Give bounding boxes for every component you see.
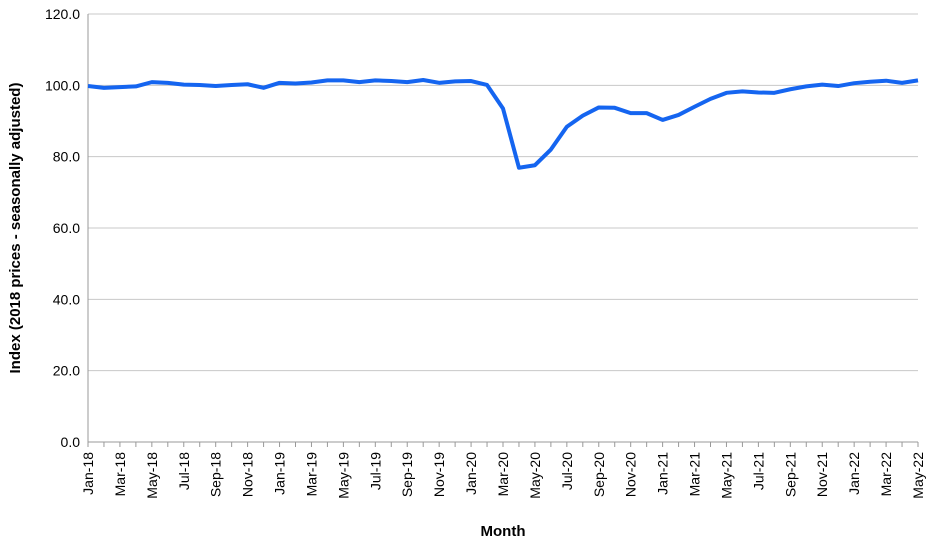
x-tick-label: Jan-20 — [463, 452, 479, 495]
x-tick-label: May-20 — [527, 452, 543, 499]
x-tick-label: Nov-18 — [240, 452, 256, 497]
x-tick-label: Sep-20 — [591, 452, 607, 497]
y-axis-title: Index (2018 prices - seasonally adjusted… — [7, 83, 24, 374]
x-tick-label: Sep-19 — [399, 452, 415, 497]
x-tick-label: Jul-19 — [367, 452, 383, 490]
x-tick-label: May-22 — [910, 452, 926, 499]
x-tick-label: May-19 — [335, 452, 351, 499]
x-tick-label: Jan-18 — [80, 452, 96, 495]
x-tick-label: Nov-19 — [431, 452, 447, 497]
y-tick-label: 120.0 — [45, 6, 80, 22]
x-tick-label: Mar-22 — [878, 452, 894, 497]
x-tick-label: Mar-21 — [687, 452, 703, 497]
y-tick-label: 60.0 — [53, 220, 80, 236]
y-tick-label: 0.0 — [61, 434, 81, 450]
x-tick-label: Jul-18 — [176, 452, 192, 490]
x-tick-label: Jul-20 — [559, 452, 575, 490]
x-tick-label: Jan-22 — [846, 452, 862, 495]
y-tick-label: 20.0 — [53, 363, 80, 379]
x-tick-label: Nov-20 — [623, 452, 639, 497]
x-tick-label: May-18 — [144, 452, 160, 499]
data-line — [87, 77, 919, 170]
x-tick-label: Mar-20 — [495, 452, 511, 497]
y-tick-label: 40.0 — [53, 291, 80, 307]
y-tick-label: 100.0 — [45, 77, 80, 93]
x-tick-label: Mar-18 — [112, 452, 128, 497]
x-tick-label: Mar-19 — [303, 452, 319, 497]
x-tick-label: Jul-21 — [750, 452, 766, 490]
x-tick-label: Jan-19 — [272, 452, 288, 495]
x-tick-label: Jan-21 — [655, 452, 671, 495]
x-tick-label: Nov-21 — [814, 452, 830, 497]
x-axis-title: Month — [481, 523, 526, 540]
x-tick-label: Sep-18 — [208, 452, 224, 497]
x-tick-label: Sep-21 — [782, 452, 798, 497]
y-tick-label: 80.0 — [53, 149, 80, 165]
x-tick-label: May-21 — [718, 452, 734, 499]
